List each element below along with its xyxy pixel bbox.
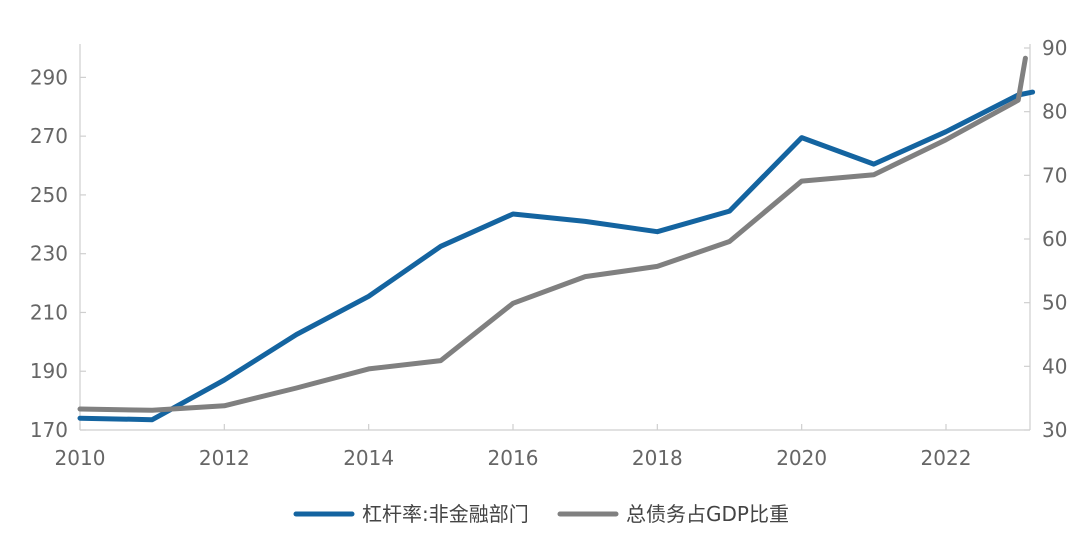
x-tick-label: 2020 <box>776 446 827 470</box>
y-left-tick-label: 210 <box>30 300 68 324</box>
y-left-tick-label: 190 <box>30 359 68 383</box>
axes: 170 190 210 230 250 270 290 30 40 50 60 70 80 90 2010 2… <box>30 36 1068 470</box>
y-left-tick-label: 230 <box>30 242 68 266</box>
series-line-leverage <box>77 89 1036 423</box>
y-left-tick-label: 250 <box>30 183 68 207</box>
x-tick-label: 2018 <box>632 446 683 470</box>
x-tick-label: 2016 <box>488 446 539 470</box>
x-tick-label: 2014 <box>343 446 394 470</box>
legend-item-debt-gdp[interactable]: 总债务占GDP比重 <box>557 502 789 526</box>
x-tick-label: 2012 <box>199 446 250 470</box>
legend-label-debt-gdp: 总债务占GDP比重 <box>626 502 789 526</box>
y-right-tick-label: 40 <box>1042 354 1067 378</box>
y-right-tick-label: 60 <box>1042 227 1067 251</box>
x-tick-label: 2022 <box>921 446 972 470</box>
plot-area <box>77 55 1036 423</box>
y-right-tick-label: 90 <box>1042 36 1067 60</box>
legend-label-leverage: 杠杆率:非金融部门 <box>362 502 529 526</box>
legend-item-leverage[interactable]: 杠杆率:非金融部门 <box>293 502 529 526</box>
y-left-tick-label: 270 <box>30 124 68 148</box>
y-right-tick-label: 50 <box>1042 291 1067 315</box>
y-right-tick-label: 80 <box>1042 100 1067 124</box>
legend: 杠杆率:非金融部门 总债务占GDP比重 <box>293 502 789 526</box>
series-line-debt-gdp <box>77 55 1028 413</box>
y-left-tick-label: 290 <box>30 65 68 89</box>
y-left-tick-label: 170 <box>30 418 68 442</box>
y-right-tick-label: 70 <box>1042 163 1067 187</box>
y-right-tick-label: 30 <box>1042 418 1067 442</box>
x-tick-label: 2010 <box>55 446 106 470</box>
